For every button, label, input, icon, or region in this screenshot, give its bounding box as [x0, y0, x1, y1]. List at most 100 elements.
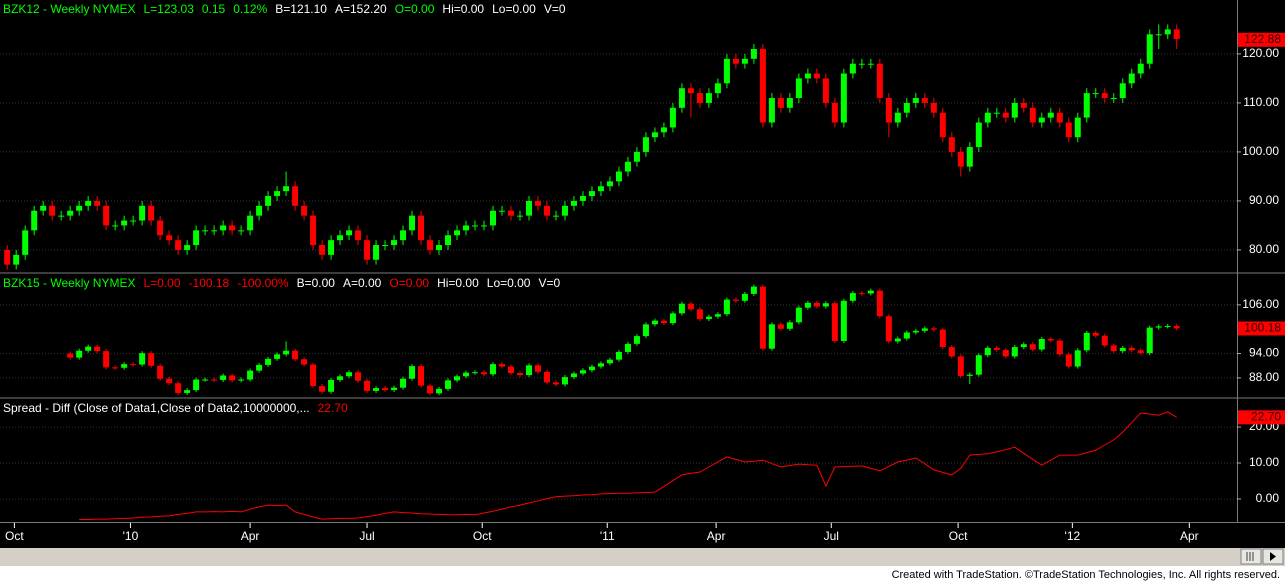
- header-text: O=0.00: [395, 2, 435, 16]
- candle-body: [741, 58, 748, 64]
- candle-body: [804, 302, 811, 308]
- candle-body: [822, 78, 829, 103]
- candle-body: [624, 161, 631, 172]
- candle-body: [463, 225, 470, 231]
- candle-body: [1083, 332, 1090, 351]
- candle-body: [813, 73, 820, 79]
- candle-body: [831, 102, 838, 123]
- y-tick-label: 94.00: [1249, 346, 1279, 360]
- x-tick-label: Apr: [241, 529, 260, 543]
- candle-body: [22, 230, 29, 255]
- candle-body: [472, 225, 479, 227]
- x-tick-label: Oct: [949, 529, 968, 543]
- candle-body: [651, 132, 658, 138]
- candle-body: [1047, 338, 1054, 341]
- candle-body: [373, 388, 380, 391]
- candle-body: [975, 122, 982, 148]
- candle-body: [507, 366, 514, 374]
- candle-body: [1074, 350, 1081, 367]
- candle-body: [1011, 102, 1018, 118]
- candle-body: [588, 366, 595, 371]
- candle-body: [795, 307, 802, 323]
- candle-body: [633, 336, 640, 344]
- candle-body: [795, 78, 802, 99]
- candle-body: [175, 383, 182, 393]
- header-text: Hi=0.00: [442, 2, 484, 16]
- candle-body: [1119, 347, 1126, 352]
- candle-body: [193, 230, 200, 246]
- header-text: -100.18: [189, 276, 230, 290]
- candle-body: [454, 230, 461, 236]
- candle-body: [355, 230, 362, 241]
- candle-body: [723, 299, 730, 315]
- candle-body: [1146, 34, 1153, 64]
- header-text: A=0.00: [343, 276, 382, 290]
- plot-area: [0, 284, 1237, 396]
- plot-area: [0, 411, 1237, 520]
- y-tick-label: 120.00: [1242, 46, 1279, 60]
- candle-body: [166, 378, 173, 384]
- candle-body: [633, 151, 640, 162]
- candle-body: [696, 309, 703, 320]
- candle-body: [67, 353, 74, 358]
- y-tick-label: 88.00: [1249, 370, 1279, 384]
- candle-body: [292, 186, 299, 206]
- candle-body: [804, 73, 811, 79]
- candle-body: [490, 364, 497, 375]
- candle-body: [1020, 344, 1027, 348]
- candle-body: [166, 235, 173, 241]
- candle-body: [418, 215, 425, 241]
- header-text: L=123.03: [143, 2, 194, 16]
- candle-body: [391, 240, 398, 246]
- last-price-label: 122.88: [1244, 32, 1281, 46]
- candle-body: [741, 293, 748, 301]
- candle-body: [328, 240, 335, 255]
- candle-body: [777, 324, 784, 329]
- candle-body: [292, 350, 299, 360]
- candle-body: [1038, 338, 1045, 350]
- candle-body: [76, 205, 83, 211]
- candle-body: [229, 375, 236, 381]
- candle-body: [948, 347, 955, 357]
- header-text: Lo=0.00: [492, 2, 536, 16]
- candle-body: [112, 225, 119, 227]
- candle-body: [148, 353, 155, 366]
- candle-body: [481, 225, 488, 227]
- candle-body: [921, 328, 928, 331]
- x-tick-label: Jul: [824, 529, 839, 543]
- candle-body: [1155, 34, 1162, 36]
- candle-body: [184, 390, 191, 393]
- candle-body: [957, 356, 964, 376]
- scroll-thumb[interactable]: [1240, 548, 1262, 565]
- candle-body: [534, 365, 541, 372]
- header-text: B=121.10: [275, 2, 327, 16]
- candle-body: [642, 137, 649, 152]
- candle-body: [849, 63, 856, 74]
- candle-body: [310, 364, 317, 387]
- candle-body: [211, 230, 218, 232]
- candle-body: [939, 329, 946, 348]
- candle-body: [1020, 102, 1027, 108]
- candle-body: [400, 230, 407, 241]
- candle-body: [579, 370, 586, 374]
- candle-body: [1101, 93, 1108, 99]
- scrollbar[interactable]: [0, 548, 1285, 566]
- panel: 80.00 90.00 100.00 110.00 120.00 BZK12 - Week…: [0, 2, 1285, 270]
- candle-body: [1146, 327, 1153, 354]
- candle-body: [570, 373, 577, 378]
- candle-body: [1056, 340, 1063, 355]
- candle-body: [750, 49, 757, 59]
- candle-body: [409, 215, 416, 231]
- x-tick-label: Apr: [707, 529, 726, 543]
- candle-body: [148, 205, 155, 221]
- candle-body: [993, 347, 1000, 350]
- candle-body: [876, 290, 883, 317]
- candle-body: [597, 363, 604, 367]
- candle-body: [975, 355, 982, 375]
- candle-body: [94, 200, 101, 206]
- header-text: B=0.00: [297, 276, 336, 290]
- x-tick-label: Apr: [1180, 529, 1199, 543]
- candle-body: [229, 225, 236, 231]
- header-text: L=0.00: [143, 276, 180, 290]
- candle-body: [498, 364, 505, 367]
